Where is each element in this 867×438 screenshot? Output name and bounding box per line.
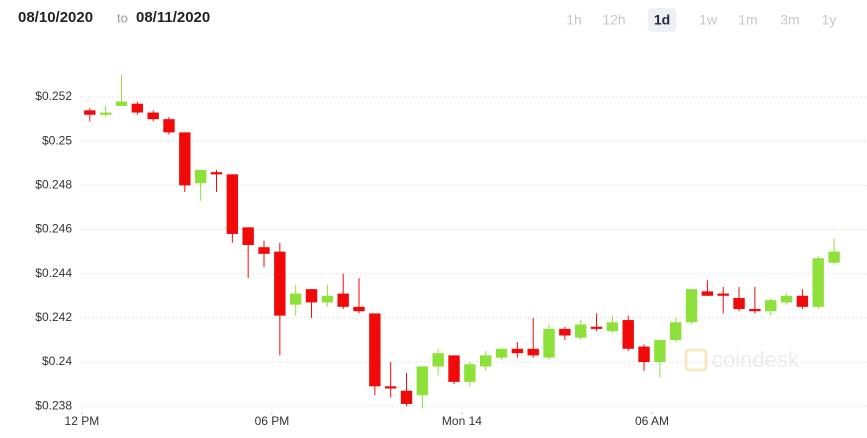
candle-body	[733, 297, 745, 310]
range-button[interactable]: 3m	[780, 12, 799, 28]
candle-body	[432, 353, 444, 367]
x-tick-label: 06 AM	[635, 414, 669, 428]
candle-body	[543, 328, 555, 358]
range-button[interactable]: 1w	[699, 12, 718, 28]
candle-body	[606, 322, 619, 332]
x-tick-label: 12 PM	[65, 414, 100, 428]
range-button[interactable]: 12h	[602, 12, 625, 28]
candle-body	[765, 300, 777, 312]
range-button[interactable]: 1y	[822, 12, 837, 28]
y-tick-label: $0.244	[35, 266, 72, 280]
candle-body	[274, 251, 286, 316]
candle-body	[828, 251, 840, 263]
candle-body	[701, 291, 714, 296]
candle-body	[575, 324, 587, 338]
candle-body	[115, 101, 128, 106]
y-tick-label: $0.252	[35, 89, 72, 103]
date-from: 08/10/2020	[18, 9, 93, 26]
y-tick-label: $0.248	[35, 178, 72, 192]
x-tick-label: 06 PM	[255, 414, 290, 428]
watermark-text: coindesk	[712, 347, 800, 372]
range-button[interactable]: 1m	[738, 12, 757, 28]
y-tick-label: $0.242	[35, 310, 72, 324]
candle-body	[654, 339, 666, 363]
candle-body	[321, 295, 334, 303]
candle-body	[527, 348, 539, 356]
candle-body	[812, 258, 824, 307]
candle-body	[147, 112, 159, 120]
candle-body	[464, 364, 476, 382]
candle-body	[749, 309, 761, 312]
candle-body	[479, 355, 492, 367]
date-separator: to	[117, 10, 128, 25]
candle-body	[289, 293, 302, 305]
candle-body	[353, 306, 365, 312]
y-tick-label: $0.24	[42, 354, 72, 368]
date-to: 08/11/2020	[136, 9, 210, 26]
y-tick-label: $0.246	[35, 222, 72, 236]
x-tick-label: Mon 14	[442, 414, 482, 428]
candle-body	[685, 289, 698, 323]
candle-body	[99, 112, 112, 115]
candle-body	[590, 326, 603, 329]
candle-body	[226, 174, 239, 234]
candle-body	[448, 355, 460, 382]
candle-body	[622, 320, 634, 349]
y-tick-label: $0.25	[42, 133, 72, 147]
range-button-bg[interactable]	[648, 8, 676, 32]
candle-body	[258, 247, 270, 254]
candle-body	[337, 293, 349, 307]
candle-body	[384, 386, 397, 389]
candle-body	[84, 110, 96, 115]
candle-body	[638, 346, 650, 363]
candle-body	[796, 295, 809, 307]
range-button[interactable]: 1d	[654, 12, 670, 28]
watermark: coindesk	[684, 347, 800, 372]
candle-body	[242, 227, 254, 245]
candle-body	[559, 328, 571, 336]
candle-body	[305, 289, 318, 303]
candle-body	[780, 295, 793, 303]
candle-body	[194, 169, 207, 184]
candle-body	[210, 172, 223, 175]
candle-body	[495, 348, 508, 358]
y-tick-label: $0.238	[35, 398, 72, 412]
candle-body	[416, 366, 429, 396]
candle-body	[670, 322, 682, 340]
candle-body	[131, 103, 144, 113]
range-button[interactable]: 1h	[566, 12, 582, 28]
candle-body	[179, 132, 191, 186]
candle-body	[400, 390, 413, 404]
candle-body	[369, 313, 381, 387]
candle-body	[717, 293, 729, 296]
candle-body	[163, 119, 175, 133]
candle-body	[511, 348, 524, 354]
